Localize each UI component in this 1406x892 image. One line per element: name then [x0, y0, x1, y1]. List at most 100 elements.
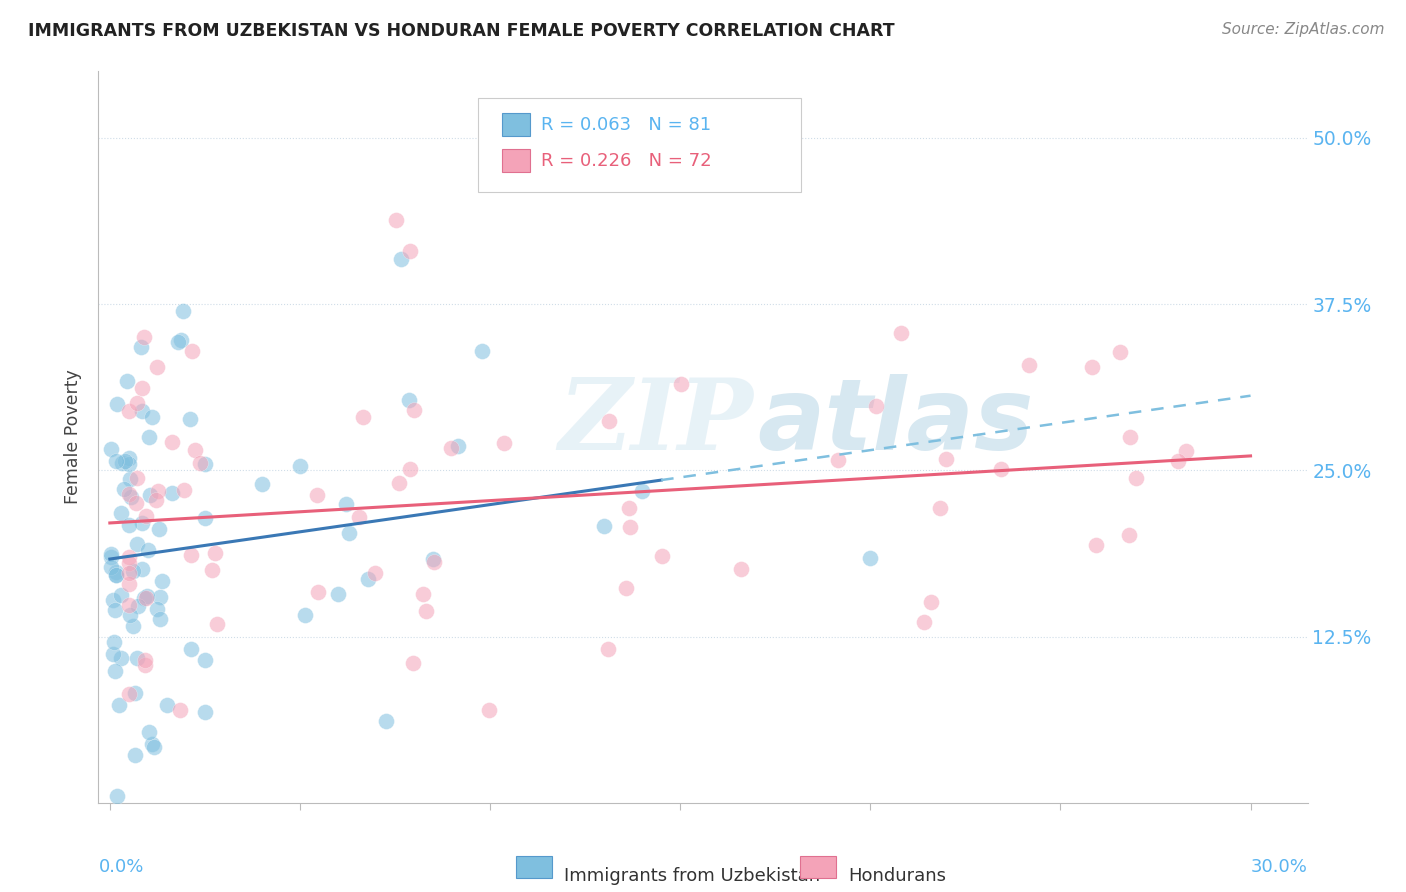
Point — [111, 456, 134, 470]
Point — [294, 607, 316, 622]
Point — [180, 548, 202, 562]
Point — [205, 617, 228, 632]
Point — [105, 789, 128, 804]
Point — [173, 483, 195, 498]
Point — [141, 409, 163, 424]
Point — [201, 563, 224, 577]
Point — [388, 476, 411, 491]
Point — [131, 562, 153, 576]
Point — [100, 550, 122, 565]
Point — [194, 457, 217, 471]
Text: R = 0.226   N = 72: R = 0.226 N = 72 — [541, 152, 711, 169]
Point — [118, 556, 141, 570]
Point — [194, 653, 217, 667]
Text: Immigrants from Uzbekistan: Immigrants from Uzbekistan — [564, 867, 820, 885]
Point — [160, 435, 183, 450]
Point — [631, 484, 654, 499]
Point — [1119, 430, 1142, 444]
Point — [671, 376, 693, 391]
Point — [422, 552, 444, 566]
Point — [1109, 345, 1132, 359]
Point — [138, 488, 160, 502]
Point — [162, 486, 184, 500]
Point — [651, 549, 673, 563]
Point — [118, 404, 141, 418]
Point — [146, 483, 169, 498]
Point — [135, 508, 157, 523]
Point — [122, 618, 145, 632]
Point — [108, 698, 131, 712]
Text: Hondurans: Hondurans — [848, 867, 946, 885]
Point — [929, 501, 952, 516]
Point — [103, 647, 125, 661]
Point — [614, 581, 637, 595]
Point — [184, 443, 207, 458]
Point — [288, 458, 311, 473]
Point — [105, 566, 128, 580]
Point — [415, 604, 437, 618]
Point — [398, 393, 420, 408]
Point — [194, 510, 217, 524]
Point — [138, 430, 160, 444]
Point — [114, 454, 136, 468]
Point — [1125, 471, 1147, 485]
Point — [1118, 528, 1140, 542]
Point — [118, 550, 141, 565]
Point — [110, 506, 132, 520]
Point — [412, 587, 434, 601]
Point — [138, 725, 160, 739]
Point — [180, 343, 202, 358]
Point — [104, 665, 127, 679]
Point — [827, 452, 849, 467]
Point — [118, 577, 141, 591]
Point — [121, 564, 143, 578]
Point — [593, 519, 616, 533]
Point — [149, 612, 172, 626]
Point — [912, 615, 935, 629]
Point — [146, 359, 169, 374]
Point — [101, 593, 124, 607]
Point — [169, 703, 191, 717]
Point — [389, 252, 412, 267]
Point — [120, 472, 142, 486]
Point — [118, 450, 141, 465]
Point — [118, 486, 141, 500]
Point — [250, 477, 273, 491]
Point — [335, 497, 357, 511]
Text: IMMIGRANTS FROM UZBEKISTAN VS HONDURAN FEMALE POVERTY CORRELATION CHART: IMMIGRANTS FROM UZBEKISTAN VS HONDURAN F… — [28, 22, 894, 40]
Point — [117, 375, 139, 389]
Y-axis label: Female Poverty: Female Poverty — [65, 369, 83, 505]
Point — [145, 492, 167, 507]
Point — [920, 595, 942, 609]
Point — [124, 686, 146, 700]
Point — [118, 566, 141, 580]
Point — [1081, 359, 1104, 374]
Point — [105, 397, 128, 411]
Point — [132, 330, 155, 344]
Point — [170, 333, 193, 347]
Point — [364, 566, 387, 581]
Point — [492, 436, 515, 450]
Point — [935, 452, 957, 467]
Point — [337, 526, 360, 541]
Point — [423, 555, 446, 569]
Point — [149, 590, 172, 604]
Text: 0.0%: 0.0% — [98, 858, 143, 876]
Point — [143, 739, 166, 754]
Point — [134, 653, 156, 667]
Point — [120, 607, 142, 622]
Point — [890, 326, 912, 341]
Point — [188, 456, 211, 470]
Point — [398, 244, 420, 258]
Point — [118, 687, 141, 701]
Point — [385, 213, 408, 227]
Point — [440, 441, 463, 455]
Point — [136, 589, 159, 603]
Point — [146, 602, 169, 616]
Point — [859, 551, 882, 566]
Point — [865, 399, 887, 413]
Point — [134, 657, 156, 672]
Point — [1167, 454, 1189, 468]
Point — [125, 396, 148, 410]
Point — [990, 462, 1012, 476]
